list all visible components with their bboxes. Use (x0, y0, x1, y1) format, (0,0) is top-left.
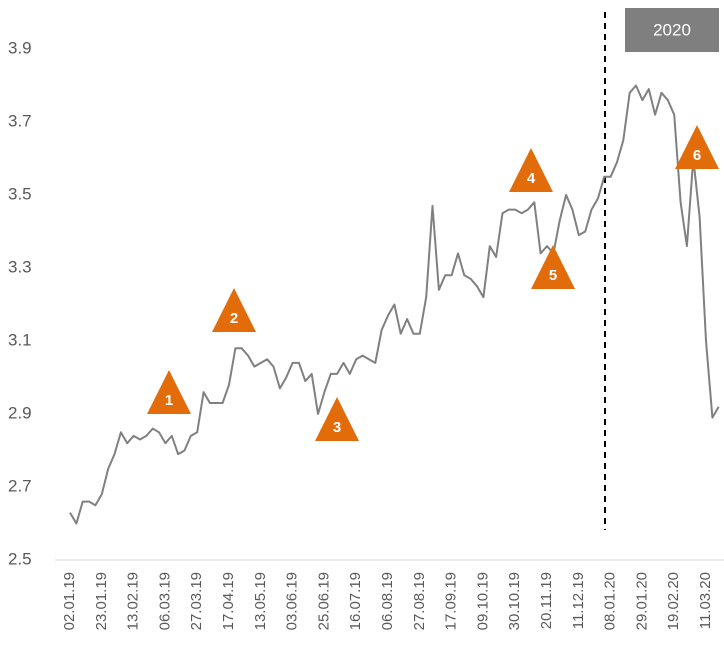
annotation: 3 (315, 397, 359, 441)
annotation: 4 (509, 148, 553, 192)
x-tick-label: 17.04.19 (220, 572, 237, 630)
x-tick-label: 23.01.19 (93, 572, 110, 630)
y-tick-label: 3.1 (8, 330, 32, 349)
x-tick-label: 02.01.19 (61, 572, 78, 630)
annotation-label: 3 (333, 419, 341, 436)
x-tick-label: 11.03.20 (697, 572, 714, 629)
x-tick-label: 17.09.19 (443, 572, 460, 630)
x-tick-label: 19.02.20 (665, 572, 682, 630)
annotation-label: 1 (165, 392, 173, 409)
x-tick-label: 27.03.19 (188, 572, 205, 630)
x-tick-label: 25.06.19 (315, 572, 332, 630)
x-tick-label: 20.11.19 (538, 572, 555, 629)
annotation: 2 (212, 288, 256, 332)
x-tick-label: 27.08.19 (411, 572, 428, 630)
annotation: 6 (675, 125, 719, 169)
x-tick-label: 08.01.20 (602, 572, 619, 630)
x-tick-label: 11.12.19 (570, 572, 587, 629)
annotation-marker (147, 370, 191, 414)
annotation: 5 (531, 245, 575, 289)
y-tick-label: 3.5 (8, 184, 32, 203)
y-tick-label: 2.9 (8, 403, 32, 422)
y-tick-label: 3.3 (8, 257, 32, 276)
x-tick-label: 29.01.20 (633, 572, 650, 630)
annotation-marker (675, 125, 719, 169)
y-tick-label: 2.5 (8, 549, 32, 568)
x-tick-label: 30.10.19 (506, 572, 523, 630)
y-tick-label: 3.9 (8, 38, 32, 57)
period-box (625, 8, 719, 52)
annotation-marker (509, 148, 553, 192)
x-tick-label: 06.08.19 (379, 572, 396, 630)
annotation-label: 2 (230, 310, 238, 327)
annotation-marker (212, 288, 256, 332)
annotation-label: 5 (549, 267, 557, 284)
annotation-label: 4 (527, 170, 536, 187)
x-tick-label: 13.02.19 (125, 572, 142, 630)
annotation-marker (531, 245, 575, 289)
period-label: 2020 (653, 20, 691, 39)
annotation-marker (315, 397, 359, 441)
price-line (69, 84, 720, 525)
x-tick-label: 13.05.19 (252, 572, 269, 630)
y-tick-label: 3.7 (8, 111, 32, 130)
x-tick-label: 03.06.19 (284, 572, 301, 630)
y-tick-label: 2.7 (8, 476, 32, 495)
x-tick-label: 06.03.19 (156, 572, 173, 630)
annotation: 1 (147, 370, 191, 414)
annotation-label: 6 (693, 147, 701, 164)
x-tick-label: 16.07.19 (347, 572, 364, 630)
x-tick-label: 09.10.19 (474, 572, 491, 630)
